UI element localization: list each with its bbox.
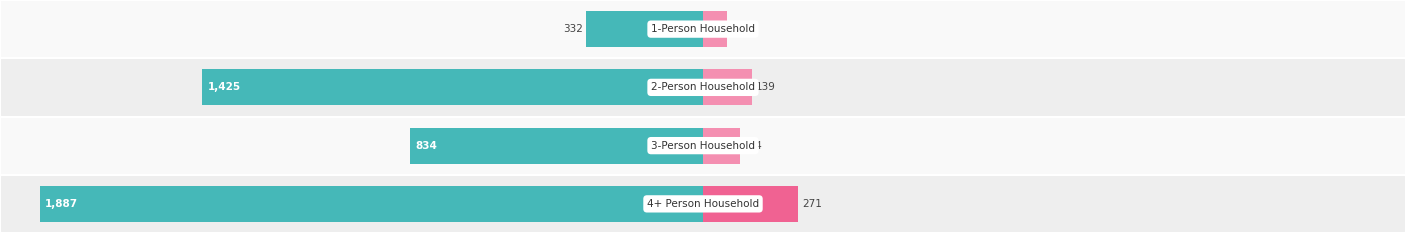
Text: 4+ Person Household: 4+ Person Household <box>647 199 759 209</box>
Text: 2-Person Household: 2-Person Household <box>651 82 755 92</box>
Bar <box>703 11 727 47</box>
Bar <box>586 11 703 47</box>
Bar <box>0 0 1406 58</box>
Bar <box>703 128 740 164</box>
Text: 139: 139 <box>755 82 775 92</box>
Bar <box>0 116 1406 175</box>
Text: 1,887: 1,887 <box>45 199 79 209</box>
Bar <box>0 175 1406 233</box>
Text: 1-Person Household: 1-Person Household <box>651 24 755 34</box>
Text: 104: 104 <box>744 141 763 151</box>
Bar <box>39 186 703 222</box>
Bar <box>703 186 799 222</box>
Text: 834: 834 <box>415 141 437 151</box>
Text: 271: 271 <box>801 199 821 209</box>
Text: 3-Person Household: 3-Person Household <box>651 141 755 151</box>
Text: 67: 67 <box>730 24 744 34</box>
Bar <box>202 69 703 105</box>
Bar <box>411 128 703 164</box>
Bar <box>703 69 752 105</box>
Text: 332: 332 <box>562 24 583 34</box>
Text: 1,425: 1,425 <box>207 82 240 92</box>
Bar <box>0 58 1406 116</box>
